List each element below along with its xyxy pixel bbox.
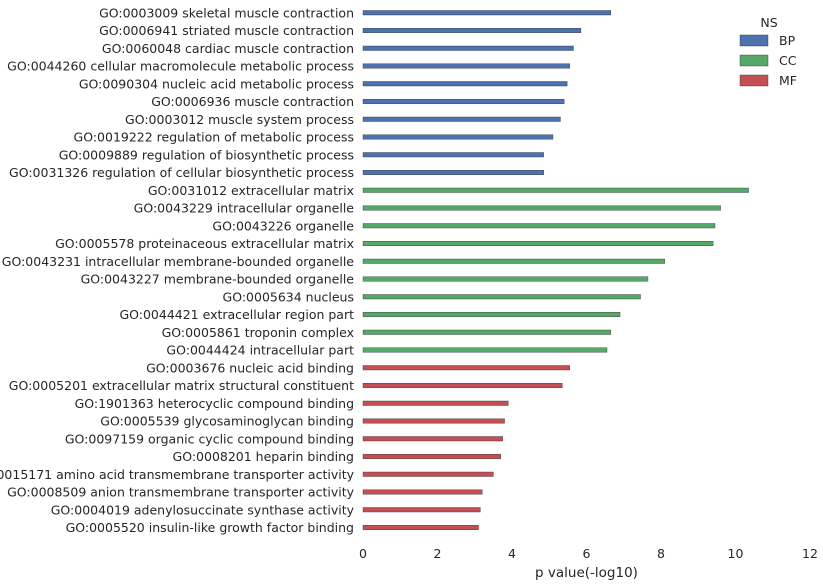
bar-cc-11 <box>362 205 721 211</box>
category-label-26: GO:0015171 amino acid transmembrane tran… <box>0 467 355 482</box>
x-tick-label-3: 6 <box>583 546 591 561</box>
bar-bp-2 <box>362 45 574 51</box>
category-label-4: GO:0090304 nucleic acid metabolic proces… <box>79 76 354 91</box>
category-label-21: GO:0005201 extracellular matrix structur… <box>9 378 354 393</box>
bar-cc-15 <box>362 276 649 282</box>
category-label-1: GO:0006941 striated muscle contraction <box>99 23 354 38</box>
bar-mf-25 <box>362 454 502 459</box>
bar-bp-4 <box>362 81 568 87</box>
category-label-16: GO:0005634 nucleus <box>223 289 354 304</box>
bar-mf-27 <box>362 489 483 495</box>
category-label-22: GO:1901363 heterocyclic compound binding <box>75 396 354 411</box>
bar-mf-23 <box>362 418 505 424</box>
legend-swatch-mf <box>739 74 769 87</box>
x-tick-label-6: 12 <box>802 546 818 561</box>
legend-label-mf: MF <box>779 73 797 88</box>
bar-cc-12 <box>362 223 716 229</box>
category-label-13: GO:0005578 proteinaceous extracellular m… <box>55 236 354 251</box>
bar-bp-5 <box>362 99 565 104</box>
category-label-27: GO:0008509 anion transmembrane transport… <box>7 485 354 500</box>
bar-bp-1 <box>362 28 582 33</box>
category-label-20: GO:0003676 nucleic acid binding <box>146 360 354 375</box>
bar-mf-21 <box>362 383 563 388</box>
legend-entries: BP CC MF <box>739 33 797 88</box>
category-label-5: GO:0006936 muscle contraction <box>151 94 354 109</box>
bar-cc-17 <box>362 312 621 317</box>
x-axis-title: p value(-log10) <box>535 565 638 581</box>
category-label-9: GO:0031326 regulation of cellular biosyn… <box>9 165 354 180</box>
bar-bp-0 <box>362 10 611 16</box>
legend-swatch-cc <box>739 54 769 67</box>
x-tick-label-5: 10 <box>728 546 744 561</box>
category-labels: GO:0003009 skeletal muscle contraction GO… <box>0 5 355 535</box>
bar-cc-10 <box>362 187 749 193</box>
category-label-0: GO:0003009 skeletal muscle contraction <box>99 5 354 20</box>
bar-mf-28 <box>362 507 481 513</box>
bar-mf-20 <box>362 365 570 371</box>
category-label-25: GO:0008201 heparin binding <box>173 449 354 464</box>
bar-cc-18 <box>362 329 611 335</box>
bar-bp-9 <box>362 170 544 175</box>
category-label-14: GO:0043231 intracellular membrane-bounde… <box>2 254 355 269</box>
bar-bp-6 <box>362 116 561 122</box>
category-label-2: GO:0060048 cardiac muscle contraction <box>102 41 354 56</box>
bar-mf-29 <box>362 525 479 530</box>
bar-cc-14 <box>362 258 665 264</box>
bar-cc-19 <box>362 347 608 353</box>
x-tick-label-4: 8 <box>657 546 665 561</box>
bars-layer <box>362 10 749 530</box>
category-label-7: GO:0019222 regulation of metabolic proce… <box>74 130 354 145</box>
category-label-19: GO:0044424 intracellular part <box>166 343 354 358</box>
bar-bp-7 <box>362 134 554 140</box>
category-label-24: GO:0097159 organic cyclic compound bindi… <box>65 431 354 446</box>
x-tick-label-1: 2 <box>434 546 442 561</box>
legend-swatch-bp <box>739 34 769 47</box>
category-label-23: GO:0005539 glycosaminoglycan binding <box>100 414 354 429</box>
category-label-11: GO:0043229 intracellular organelle <box>134 201 355 216</box>
category-label-3: GO:0044260 cellular macromolecule metabo… <box>7 59 354 74</box>
legend: NS BP CC MF <box>739 15 797 88</box>
legend-label-bp: BP <box>779 33 796 48</box>
category-label-10: GO:0031012 extracellular matrix <box>148 183 354 198</box>
legend-label-cc: CC <box>779 53 797 68</box>
bar-cc-13 <box>362 241 714 246</box>
legend-title: NS <box>760 15 777 30</box>
bar-bp-3 <box>362 63 570 69</box>
category-label-6: GO:0003012 muscle system process <box>125 112 354 127</box>
category-label-17: GO:0044421 extracellular region part <box>119 307 354 322</box>
bar-mf-24 <box>362 436 503 442</box>
x-tick-label-0: 0 <box>359 546 367 561</box>
category-label-12: GO:0043226 organelle <box>212 218 354 233</box>
category-label-15: GO:0043227 membrane-bounded organelle <box>81 272 355 287</box>
bar-cc-16 <box>362 294 641 300</box>
category-label-8: GO:0009889 regulation of biosynthetic pr… <box>59 147 354 162</box>
category-label-29: GO:0005520 insulin-like growth factor bi… <box>66 520 354 535</box>
bar-mf-26 <box>362 471 494 477</box>
bar-mf-22 <box>362 400 509 406</box>
x-axis-ticks: 0 2 4 6 8 10 12 <box>359 546 818 561</box>
category-label-18: GO:0005861 troponin complex <box>162 325 354 340</box>
category-label-28: GO:0004019 adenylosuccinate synthase act… <box>51 502 355 517</box>
bar-bp-8 <box>362 152 544 158</box>
x-tick-label-2: 4 <box>508 546 516 561</box>
